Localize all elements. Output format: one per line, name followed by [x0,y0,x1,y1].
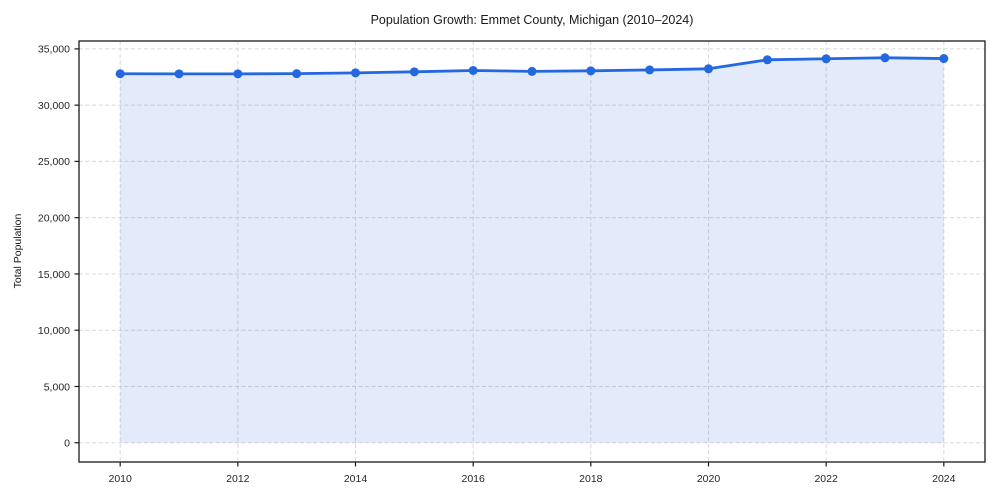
y-axis-label: Total Population [12,213,24,289]
x-tick-label: 2010 [109,473,133,485]
x-axis: 2010 2012 2014 2016 2018 2020 2022 2024 [109,462,956,485]
data-points [115,53,949,79]
data-point-2010 [115,69,125,79]
grid [79,41,985,462]
x-tick-label: 2016 [461,473,485,485]
y-tick-label: 35,000 [38,44,70,56]
x-tick-label: 2018 [579,473,603,485]
data-point-2021 [762,55,772,65]
data-point-2023 [880,53,890,63]
x-tick-label: 2022 [814,473,838,485]
data-point-2011 [174,69,184,79]
data-point-2024 [939,54,949,64]
data-point-2015 [409,67,419,77]
data-point-2014 [351,68,361,78]
y-tick-label: 25,000 [38,156,70,168]
x-tick-label: 2014 [344,473,368,485]
data-point-2020 [703,64,713,74]
data-point-2018 [586,66,596,76]
chart-title: Population Growth: Emmet County, Michiga… [370,13,694,27]
data-point-2019 [645,65,655,75]
data-point-2012 [233,69,243,79]
y-tick-label: 20,000 [38,212,70,224]
y-tick-label: 0 [64,438,70,450]
data-point-2013 [292,69,302,79]
x-tick-label: 2020 [697,473,721,485]
x-tick-label: 2012 [226,473,250,485]
y-tick-label: 15,000 [38,269,70,281]
y-tick-label: 30,000 [38,100,70,112]
area-fill [120,57,944,443]
data-point-2017 [527,66,537,76]
y-tick-label: 10,000 [38,325,70,337]
data-point-2016 [468,65,478,75]
y-tick-label: 5,000 [44,381,70,393]
y-axis: 0 5,000 10,000 15,000 20,000 25,000 30,000 35,0… [38,44,79,450]
plot-border [78,40,986,463]
x-tick-label: 2024 [932,473,956,485]
data-point-2022 [821,54,831,64]
